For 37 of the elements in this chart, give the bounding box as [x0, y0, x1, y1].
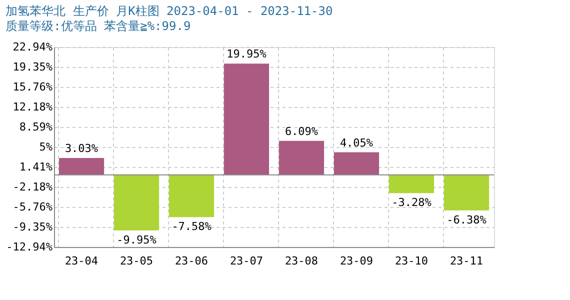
chart-subtitle: 质量等级:优等品 苯含量≧%:99.9	[6, 19, 191, 33]
x-tick-label: 23-10	[394, 254, 428, 268]
y-tick-label: 15.76%	[12, 80, 53, 94]
bar	[444, 174, 490, 210]
y-tick-label: 12.18%	[12, 100, 53, 114]
bar	[334, 152, 380, 175]
data-label: -6.38%	[446, 213, 487, 226]
chart-title: 加氢苯华北 生产价 月K柱图 2023-04-01 - 2023-11-30	[6, 4, 333, 18]
y-tick-label: 1.41%	[19, 160, 53, 174]
bar	[58, 158, 104, 175]
data-label: -3.28%	[392, 196, 432, 210]
x-tick-label: 23-09	[340, 254, 374, 268]
x-tick-label: 23-05	[120, 254, 154, 268]
data-label: 3.03%	[64, 142, 98, 155]
y-tick-label: 19.35%	[12, 60, 53, 74]
data-label: 6.09%	[284, 124, 318, 138]
bar	[278, 140, 324, 175]
y-tick-label: 5%	[39, 140, 53, 154]
x-tick-label: 23-06	[174, 254, 208, 268]
y-tick-label: -9.35%	[12, 220, 53, 234]
y-tick-label: 22.94%	[12, 40, 53, 54]
bar	[114, 174, 160, 230]
x-tick-label: 23-08	[284, 254, 318, 268]
x-tick-label: 23-04	[64, 254, 98, 268]
bar	[388, 174, 434, 194]
bar	[168, 174, 214, 218]
data-label: -7.58%	[172, 220, 212, 234]
y-tick-label: -2.18%	[12, 180, 53, 194]
data-label: 4.05%	[340, 136, 374, 150]
y-tick-label: -12.94%	[6, 240, 53, 254]
data-label: 19.95%	[226, 48, 267, 61]
x-tick-label: 23-11	[450, 254, 484, 268]
y-tick-label: -5.76%	[12, 200, 53, 214]
x-tick-label: 23-07	[230, 254, 264, 268]
bar	[224, 64, 270, 175]
y-tick-label: 8.59%	[19, 120, 53, 134]
data-label: -9.95%	[116, 233, 157, 246]
